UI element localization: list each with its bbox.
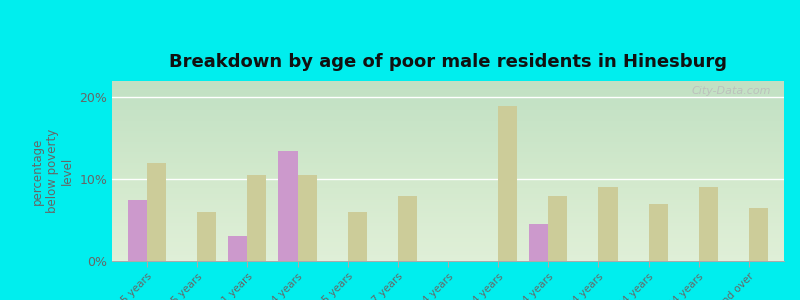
Bar: [749, 208, 768, 261]
Bar: [598, 188, 618, 261]
Bar: [348, 212, 366, 261]
Bar: [298, 175, 317, 261]
Bar: [147, 163, 166, 261]
Bar: [649, 204, 668, 261]
Bar: [698, 188, 718, 261]
Bar: [228, 236, 247, 261]
Bar: [198, 212, 216, 261]
Bar: [498, 106, 518, 261]
Bar: [548, 196, 567, 261]
Y-axis label: percentage
below poverty
level: percentage below poverty level: [30, 129, 74, 213]
Bar: [398, 196, 417, 261]
Bar: [278, 151, 298, 261]
Title: Breakdown by age of poor male residents in Hinesburg: Breakdown by age of poor male residents …: [169, 53, 727, 71]
Bar: [530, 224, 548, 261]
Bar: [128, 200, 147, 261]
Text: City-Data.com: City-Data.com: [691, 86, 770, 96]
Bar: [247, 175, 266, 261]
